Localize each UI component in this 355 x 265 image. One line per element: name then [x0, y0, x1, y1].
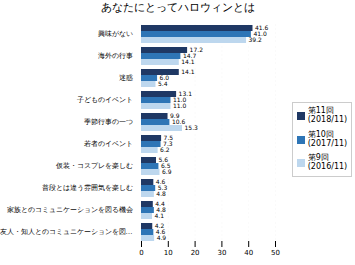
svg-text:14.1: 14.1: [181, 68, 195, 75]
svg-text:4.4: 4.4: [155, 200, 165, 208]
svg-text:0: 0: [139, 249, 143, 257]
svg-text:7.5: 7.5: [163, 134, 174, 142]
svg-text:4.6: 4.6: [155, 228, 166, 236]
svg-text:41.0: 41.0: [253, 30, 267, 38]
svg-text:10: 10: [164, 249, 173, 257]
svg-text:50: 50: [271, 249, 280, 257]
svg-text:9.9: 9.9: [170, 112, 180, 120]
svg-text:家族とのコミュニケーションを図る機会: 家族とのコミュニケーションを図る機会: [7, 206, 133, 214]
svg-text:6.5: 6.5: [160, 162, 171, 170]
svg-text:仮装・コスプレを楽しむ: 仮装・コスプレを楽しむ: [55, 162, 133, 170]
svg-text:季節行事の一つ: 季節行事の一つ: [84, 118, 133, 126]
svg-text:30: 30: [217, 249, 226, 257]
svg-text:5.6: 5.6: [158, 156, 169, 164]
svg-text:4.9: 4.9: [157, 234, 167, 241]
svg-text:若者のイベント: 若者のイベント: [84, 140, 133, 148]
svg-text:10.6: 10.6: [172, 118, 186, 125]
svg-text:11.0: 11.0: [173, 102, 187, 109]
svg-text:6.2: 6.2: [160, 146, 170, 153]
svg-text:5.3: 5.3: [157, 184, 168, 192]
svg-text:海外の行事: 海外の行事: [98, 52, 133, 60]
svg-text:4.2: 4.2: [154, 222, 165, 230]
svg-text:14.7: 14.7: [182, 52, 197, 60]
svg-text:6.0: 6.0: [159, 74, 170, 82]
svg-text:39.2: 39.2: [249, 36, 263, 43]
svg-text:7.3: 7.3: [163, 140, 173, 148]
svg-text:6.9: 6.9: [162, 168, 172, 175]
svg-text:15.3: 15.3: [185, 124, 199, 131]
svg-text:17.2: 17.2: [189, 46, 203, 54]
svg-text:20: 20: [191, 249, 200, 257]
svg-text:40: 40: [244, 249, 253, 257]
svg-text:5.4: 5.4: [158, 80, 168, 87]
svg-text:13.1: 13.1: [178, 90, 192, 98]
svg-text:4.6: 4.6: [155, 178, 166, 186]
html-text:第11回 (2018/11): 第11回 (2018/11): [307, 106, 348, 124]
svg-text:4.8: 4.8: [156, 190, 166, 197]
svg-text:4.8: 4.8: [156, 206, 166, 214]
html-text:第10回 (2017/11): 第10回 (2017/11): [307, 129, 348, 148]
svg-text:友人・知人とのコミュニケーションを図…: 友人・知人とのコミュニケーションを図…: [0, 228, 133, 236]
svg-text:迷惑: 迷惑: [119, 74, 133, 82]
svg-text:子どものイベント: 子どものイベント: [77, 96, 133, 104]
svg-text:41.6: 41.6: [255, 24, 269, 32]
html-text:あなたにとってハロウィンとは: あなたにとってハロウィンとは: [100, 1, 255, 14]
svg-text:14.1: 14.1: [181, 58, 195, 65]
svg-text:11.0: 11.0: [173, 96, 187, 104]
svg-text:4.1: 4.1: [154, 212, 164, 219]
html-text:第9回 (2016/11): 第9回 (2016/11): [307, 153, 348, 172]
svg-text:興味がない: 興味がない: [98, 30, 133, 38]
svg-text:普段とは違う雰囲気を楽しむ: 普段とは違う雰囲気を楽しむ: [42, 183, 133, 192]
